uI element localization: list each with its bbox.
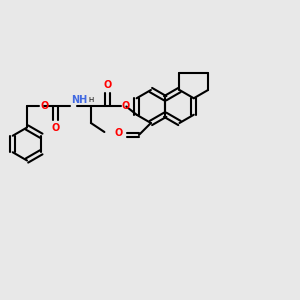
Text: O: O xyxy=(122,101,130,112)
Text: NH: NH xyxy=(71,95,88,105)
Text: O: O xyxy=(51,123,60,133)
Text: O: O xyxy=(40,101,49,112)
Text: H: H xyxy=(88,98,94,103)
Text: O: O xyxy=(103,80,112,90)
Text: O: O xyxy=(114,128,122,139)
